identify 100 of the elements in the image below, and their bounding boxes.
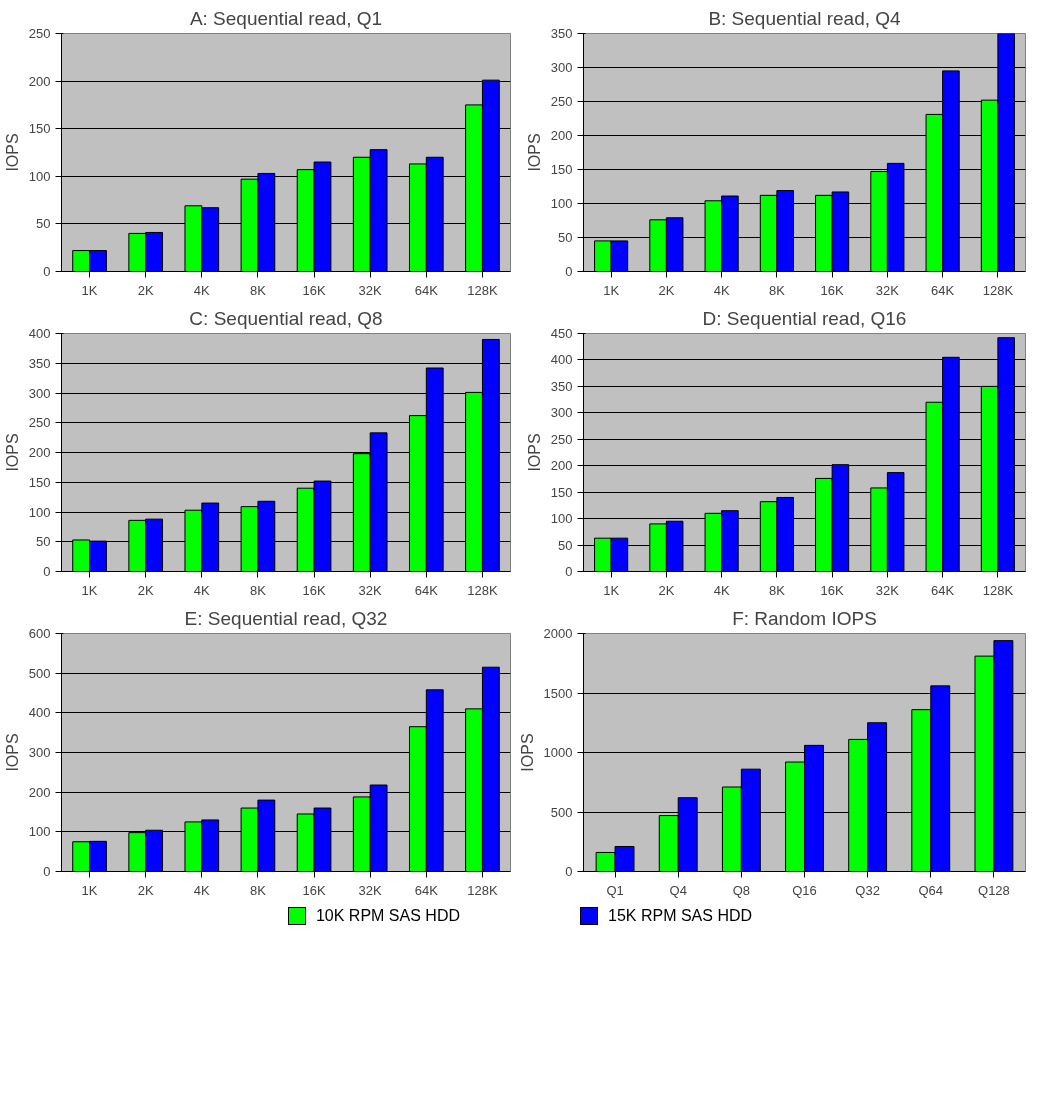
y-tick-label: 250 xyxy=(28,26,51,41)
x-tick-label: 32K xyxy=(875,282,900,298)
x-tick-label: 4K xyxy=(193,882,211,898)
y-tick-label: 50 xyxy=(36,216,51,232)
x-tick-label: 4K xyxy=(193,582,211,598)
x-tick-label: 4K xyxy=(713,282,730,298)
x-tick-label: 64K xyxy=(414,282,439,298)
x-tick-label: Q32 xyxy=(855,882,880,898)
x-tick-label: Q16 xyxy=(792,882,817,898)
x-tick-label: Q8 xyxy=(732,882,751,898)
y-tick-label: 400 xyxy=(28,326,51,341)
y-tick-label: 350 xyxy=(550,378,573,394)
x-tick-label: Q1 xyxy=(606,882,624,898)
y-tick-label: 150 xyxy=(550,484,573,500)
x-tick-label: 2K xyxy=(137,282,154,298)
y-tick-label: 0 xyxy=(43,264,51,279)
x-tick-label: 1K xyxy=(81,282,98,298)
y-tick-label: 50 xyxy=(558,230,573,245)
y-tick-label: 200 xyxy=(28,445,51,460)
y-tick-label: 100 xyxy=(28,168,51,184)
x-tick-label: 1K xyxy=(603,582,620,598)
legend-label: 10K RPM SAS HDD xyxy=(314,906,460,926)
y-tick-label: 1000 xyxy=(543,745,573,760)
x-tick-label: 16K xyxy=(302,282,326,298)
y-tick-label: 300 xyxy=(550,405,573,421)
y-tick-label: 350 xyxy=(550,26,573,41)
chart-title: E: Sequential read, Q32 xyxy=(184,607,388,629)
x-tick-label: 4K xyxy=(193,282,211,298)
x-tick-label: 2K xyxy=(658,282,675,298)
y-axis-title: IOPS xyxy=(3,733,21,772)
y-axis-title: IOPS xyxy=(525,133,543,172)
x-tick-label: 8K xyxy=(249,882,267,898)
y-tick-label: 0 xyxy=(565,264,573,279)
x-tick-label: 128K xyxy=(982,282,1014,298)
x-tick-label: 64K xyxy=(931,282,955,298)
y-tick-label: 500 xyxy=(550,804,573,820)
y-tick-label: 150 xyxy=(28,121,51,137)
x-tick-label: 128K xyxy=(982,582,1014,598)
y-tick-label: 100 xyxy=(550,511,573,527)
y-tick-label: 50 xyxy=(36,534,51,550)
x-tick-label: 32K xyxy=(358,282,383,298)
x-tick-label: 8K xyxy=(768,582,786,598)
x-tick-label: Q4 xyxy=(669,882,687,898)
y-tick-label: 150 xyxy=(550,162,573,177)
x-tick-label: 64K xyxy=(414,582,439,598)
y-tick-label: 400 xyxy=(28,705,51,721)
chart-title: B: Sequential read, Q4 xyxy=(708,7,902,29)
y-tick-label: 200 xyxy=(550,128,573,143)
x-tick-label: Q64 xyxy=(918,882,944,898)
y-axis-title: IOPS xyxy=(3,133,21,172)
y-tick-label: 350 xyxy=(28,355,51,371)
y-tick-label: 250 xyxy=(550,431,573,447)
x-tick-label: 64K xyxy=(414,882,439,898)
x-tick-label: 1K xyxy=(81,582,98,598)
x-tick-label: 128K xyxy=(467,582,498,598)
x-tick-label: 2K xyxy=(137,882,154,898)
y-tick-label: 300 xyxy=(28,745,51,760)
x-tick-label: 1K xyxy=(603,282,620,298)
x-tick-label: 32K xyxy=(358,882,383,898)
y-tick-label: 100 xyxy=(28,824,51,840)
y-tick-label: 250 xyxy=(550,94,573,109)
x-tick-label: 1K xyxy=(81,882,98,898)
y-tick-label: 250 xyxy=(28,415,51,431)
x-tick-label: 8K xyxy=(249,282,267,298)
x-tick-label: 32K xyxy=(358,582,383,598)
y-tick-label: 100 xyxy=(550,196,573,211)
y-tick-label: 400 xyxy=(550,352,573,368)
y-tick-label: 150 xyxy=(28,474,51,490)
y-tick-label: 200 xyxy=(28,73,51,89)
chart-title: F: Random IOPS xyxy=(732,607,877,629)
x-tick-label: 128K xyxy=(467,282,498,298)
x-tick-label: 16K xyxy=(302,882,326,898)
y-tick-label: 300 xyxy=(550,60,573,75)
chart-title: D: Sequential read, Q16 xyxy=(702,307,907,329)
y-axis-title: IOPS xyxy=(518,733,536,772)
x-tick-label: 16K xyxy=(820,582,845,598)
x-tick-label: 16K xyxy=(302,582,326,598)
x-tick-label: 2K xyxy=(658,582,675,598)
y-tick-label: 50 xyxy=(558,537,573,553)
chart-title: A: Sequential read, Q1 xyxy=(189,7,383,29)
chart-title: C: Sequential read, Q8 xyxy=(189,307,383,329)
y-tick-label: 0 xyxy=(43,864,51,879)
x-tick-label: 64K xyxy=(931,582,955,598)
x-tick-label: 4K xyxy=(713,582,730,598)
y-tick-label: 300 xyxy=(28,385,51,401)
x-tick-label: Q128 xyxy=(978,882,1010,898)
y-tick-label: 0 xyxy=(565,564,573,579)
x-tick-label: 8K xyxy=(249,582,267,598)
y-tick-label: 2000 xyxy=(543,626,573,641)
y-tick-label: 200 xyxy=(550,458,573,474)
x-tick-label: 128K xyxy=(467,882,498,898)
legend-label: 15K RPM SAS HDD xyxy=(607,906,753,926)
x-tick-label: 8K xyxy=(768,282,786,298)
y-tick-label: 100 xyxy=(28,504,51,520)
x-tick-label: 32K xyxy=(875,582,900,598)
y-axis-title: IOPS xyxy=(525,433,543,472)
y-tick-label: 0 xyxy=(565,864,573,879)
y-axis-title: IOPS xyxy=(3,433,21,472)
x-tick-label: 16K xyxy=(820,282,845,298)
y-tick-label: 450 xyxy=(550,326,573,341)
